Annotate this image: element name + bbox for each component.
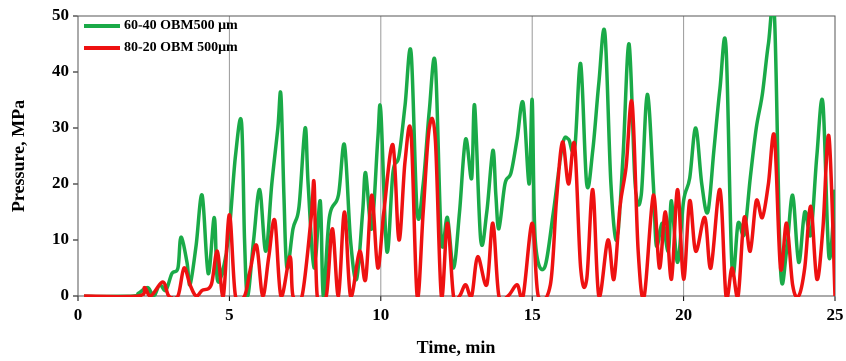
series-line: [84, 16, 835, 297]
y-tick-label: 10: [52, 229, 69, 248]
y-tick-label: 30: [52, 117, 69, 136]
y-tick-label: 20: [52, 173, 69, 192]
y-tick-label: 40: [52, 61, 69, 80]
x-tick-label: 25: [827, 305, 844, 324]
legend-label: 80-20 OBM 500μm: [124, 40, 238, 55]
y-axis-label: Pressure, MPa: [8, 100, 28, 212]
y-tick-label: 50: [52, 5, 69, 24]
y-tick-label: 0: [61, 285, 70, 304]
x-tick-label: 15: [524, 305, 541, 324]
plot-frame: [77, 15, 836, 297]
x-axis-label: Time, min: [417, 337, 496, 357]
series-line: [84, 98, 835, 297]
legend-label: 60-40 OBM500 μm: [124, 18, 238, 33]
x-tick-label: 10: [372, 305, 389, 324]
x-tick-label: 20: [675, 305, 692, 324]
x-tick-label: 0: [74, 305, 83, 324]
x-tick-label: 5: [225, 305, 234, 324]
plot-area: [84, 16, 835, 297]
